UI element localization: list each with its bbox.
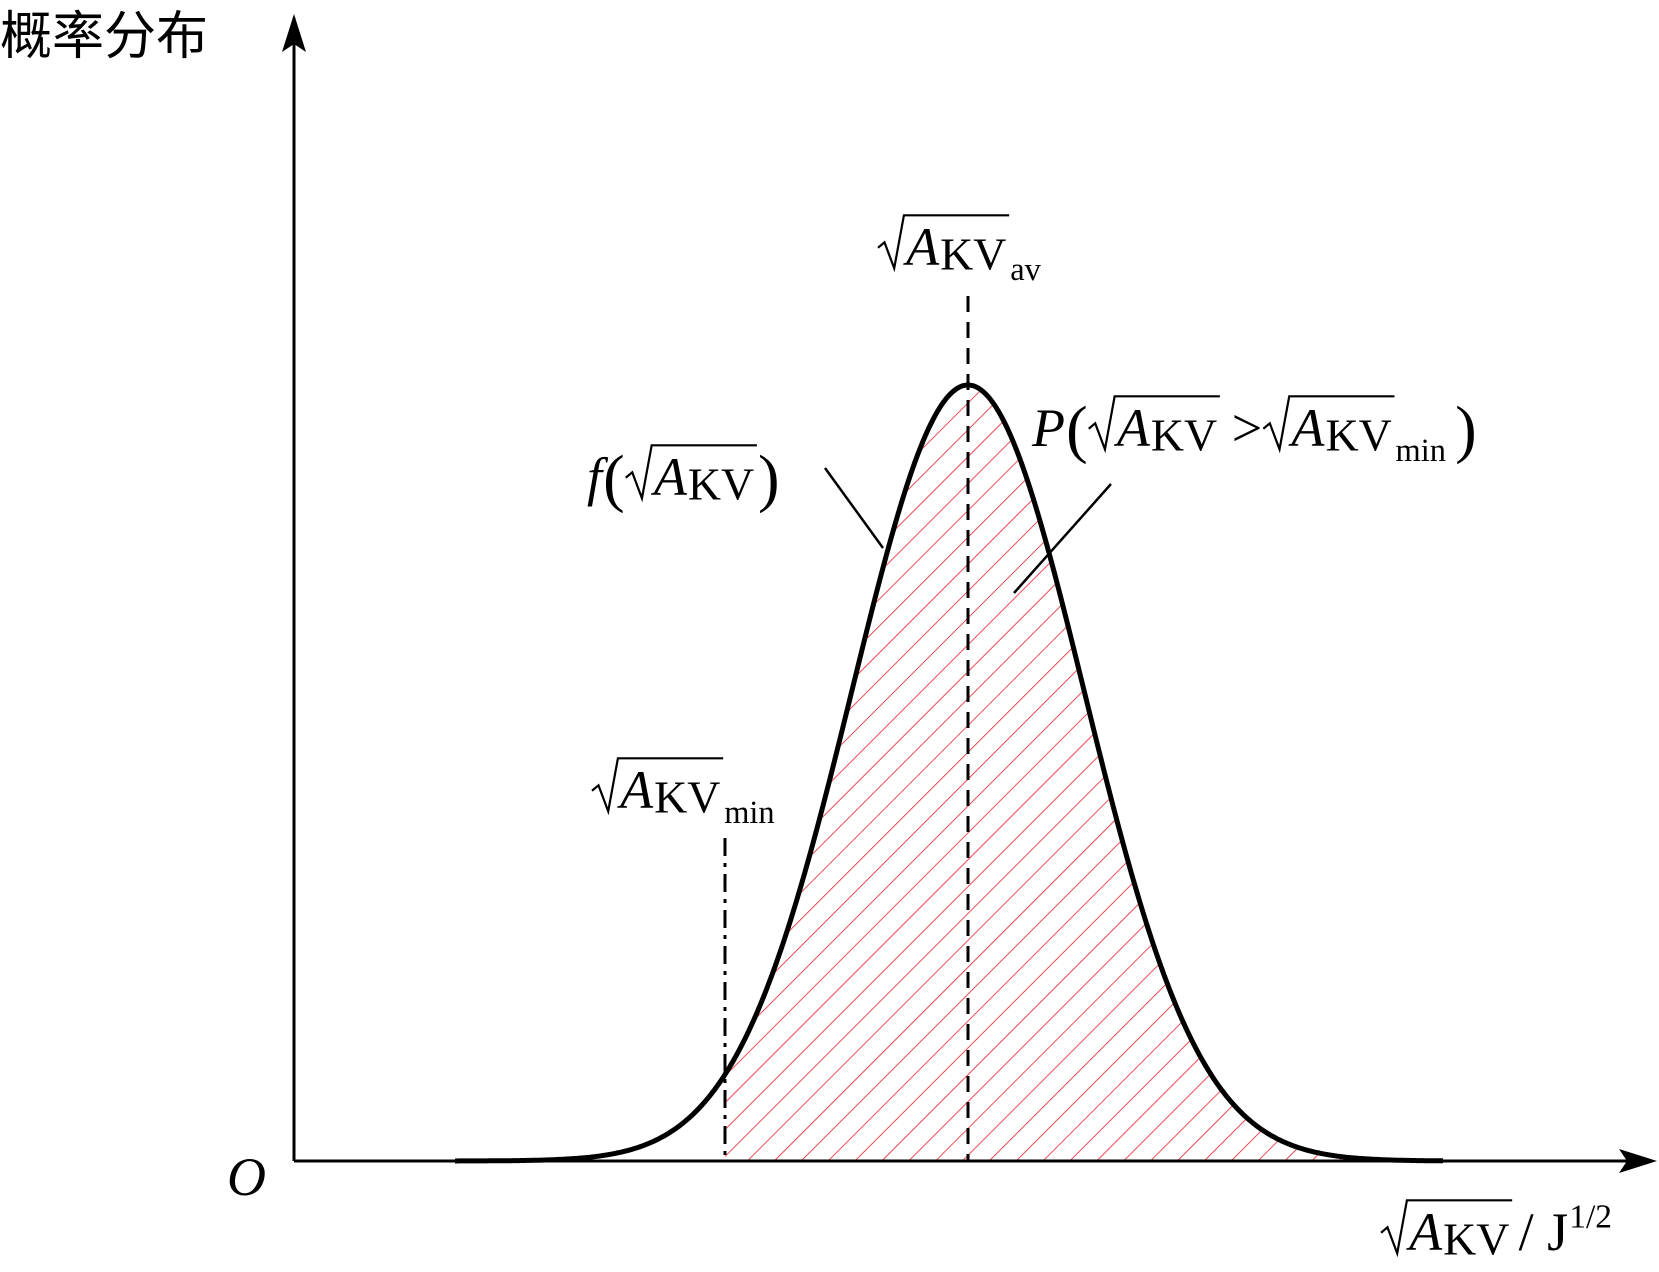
radical [1380, 1199, 1513, 1258]
label-text: / J [1519, 1202, 1569, 1262]
label-text: P [1031, 398, 1065, 458]
label-text: A [903, 217, 940, 277]
radical [1262, 395, 1395, 454]
distribution-curve [455, 382, 1443, 1164]
label-text: min [1396, 433, 1446, 469]
label-text: 1/2 [1569, 1198, 1612, 1235]
label-text: KV [654, 771, 720, 822]
label-text: A [1114, 398, 1151, 458]
label-text: > [1232, 398, 1262, 458]
radical [625, 444, 757, 503]
label-text: KV [1325, 409, 1391, 460]
x-axis-arrow [1619, 1149, 1657, 1173]
label-text: KV [940, 228, 1006, 279]
curve-leader [823, 467, 885, 549]
hatched-area [725, 385, 1444, 1161]
label-text: ) [1455, 393, 1477, 465]
label-text: min [724, 795, 774, 831]
label-text: A [651, 447, 688, 507]
y-axis-label: 概率分布 [0, 7, 208, 67]
origin-label: O [227, 1147, 266, 1207]
label-text: KV [1443, 1213, 1509, 1264]
label-text: A [1288, 398, 1325, 458]
label-text: av [1010, 252, 1041, 288]
label-text: KV [688, 458, 754, 509]
radical [591, 757, 724, 816]
area-leader [1013, 483, 1112, 594]
label-text: ( [1066, 393, 1088, 465]
label-text: A [617, 760, 654, 820]
label-text: A [1406, 1202, 1443, 1262]
label-text: KV [1151, 409, 1217, 460]
y-axis-arrow [282, 14, 306, 52]
label-text: ) [758, 442, 780, 514]
radical [877, 214, 1010, 273]
label-text: ( [603, 442, 625, 514]
radical [1088, 395, 1220, 454]
